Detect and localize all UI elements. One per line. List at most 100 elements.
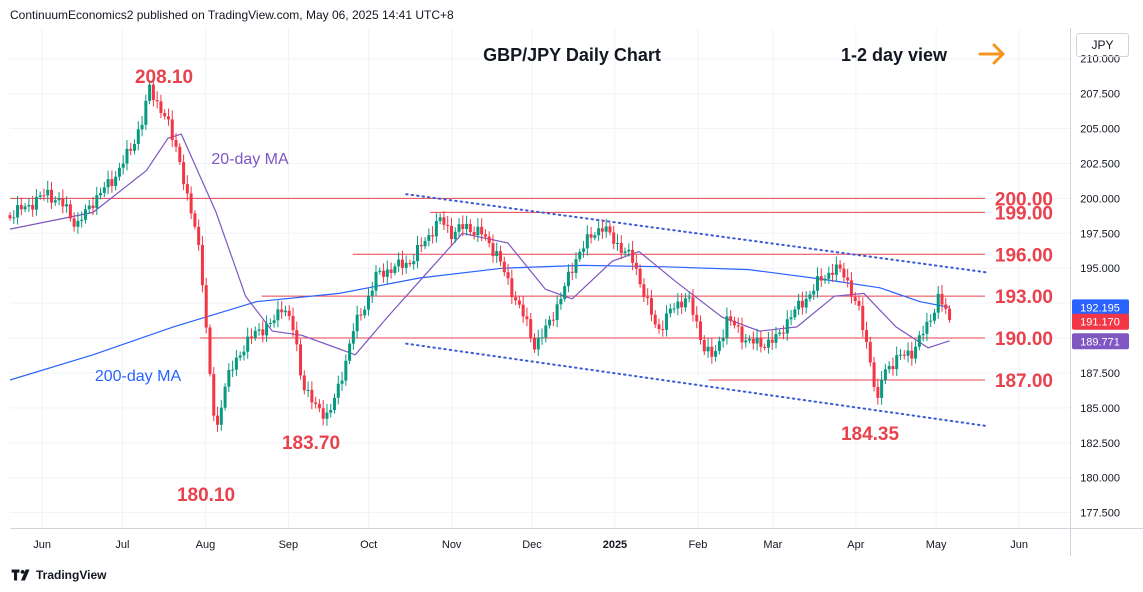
candle-body (449, 225, 453, 240)
candle-body (827, 272, 831, 279)
candle-body (555, 304, 559, 321)
candle-body (921, 333, 925, 336)
candle-body (936, 293, 940, 313)
candle-body (649, 298, 653, 315)
x-tick-label: May (926, 539, 947, 551)
candle-body (898, 354, 902, 356)
candle-body (782, 332, 786, 334)
candlestick-series (8, 76, 952, 432)
level-label: 200.00 (995, 189, 1053, 210)
plot-area (10, 28, 1070, 528)
candle-body (42, 195, 46, 197)
currency-label[interactable]: JPY (1076, 33, 1129, 57)
candle-body (683, 298, 687, 308)
candle-body (838, 264, 842, 269)
candle-body (574, 259, 578, 273)
candle-body (110, 179, 114, 186)
candle-body (544, 325, 548, 338)
candle-body (99, 192, 103, 196)
axes: 177.500 180.000 182.500 185.000 187.500 190.0… (10, 28, 1143, 556)
candle-body (563, 286, 567, 299)
candle-body (370, 290, 374, 296)
candle-body (566, 271, 570, 287)
published-attribution: ContinuumEconomics2 published on Trading… (10, 8, 454, 22)
candle-body (548, 319, 552, 326)
candle-body (668, 308, 672, 314)
candle-body (510, 278, 514, 298)
candle-body (65, 204, 69, 207)
candle-body (378, 270, 382, 272)
candle-body (438, 217, 442, 222)
candle-body (400, 259, 404, 268)
channel-upper-line (405, 193, 989, 274)
candle-body (261, 329, 265, 336)
candle-body (431, 235, 435, 237)
candle-body (540, 337, 544, 339)
candle-body (612, 232, 616, 244)
candle-body (861, 305, 865, 331)
candle-body (299, 344, 303, 376)
candle-body (608, 226, 612, 233)
candle-body (642, 284, 646, 298)
candle-body (865, 330, 869, 342)
candle-body (944, 304, 948, 309)
y-tick-label: 195.000 (1080, 263, 1120, 275)
candle-body (340, 380, 344, 384)
candle-body (623, 251, 627, 253)
candle-body (306, 389, 310, 391)
candle-body (917, 335, 921, 347)
price-tag-label: 189.771 (1080, 336, 1120, 348)
candle-body (812, 290, 816, 295)
candle-body (631, 249, 635, 263)
candle-body (831, 272, 835, 275)
candle-body (249, 336, 253, 338)
level-label: 196.00 (995, 245, 1053, 266)
candle-body (227, 369, 231, 387)
candle-body (585, 234, 589, 249)
candle-body (502, 261, 506, 273)
candle-body (280, 309, 284, 313)
candle-body (487, 236, 491, 244)
candle-body (393, 266, 397, 273)
candle-body (166, 116, 170, 120)
candle-body (525, 316, 529, 320)
candle-body (910, 350, 914, 359)
candle-body (223, 386, 227, 408)
candle-body (193, 213, 197, 227)
candle-body (257, 329, 261, 331)
candle-body (76, 220, 80, 227)
x-tick-label: Jul (115, 539, 129, 551)
candle-body (344, 360, 348, 381)
y-tick-label: 180.000 (1080, 473, 1120, 485)
x-tick-label: Aug (196, 539, 216, 551)
candle-body (495, 251, 499, 256)
candle-body (442, 217, 446, 225)
chart-annotations: GBP/JPY Daily Chart 1-2 day view 208.10 180… (95, 43, 1005, 506)
candle-body (914, 346, 918, 359)
candle-body (887, 365, 891, 370)
x-tick-label: Feb (688, 539, 707, 551)
candle-body (717, 341, 721, 351)
candle-body (800, 300, 804, 308)
candle-body (763, 346, 767, 348)
candle-body (276, 309, 280, 321)
candle-body (453, 231, 457, 240)
candle-body (514, 297, 518, 301)
chart-title: GBP/JPY Daily Chart (483, 45, 661, 65)
candle-body (751, 338, 755, 344)
candle-body (615, 242, 619, 244)
candle-body (151, 84, 155, 101)
candle-body (19, 205, 23, 210)
candle-body (46, 189, 50, 196)
candle-body (902, 354, 906, 356)
candle-body (114, 176, 118, 186)
candle-body (121, 163, 125, 168)
candle-body (774, 333, 778, 343)
candle-body (676, 301, 680, 309)
candle-body (129, 148, 133, 151)
view-label: 1-2 day view (841, 45, 948, 65)
candle-body (272, 320, 276, 324)
candle-body (12, 217, 16, 219)
candle-body (691, 297, 695, 315)
